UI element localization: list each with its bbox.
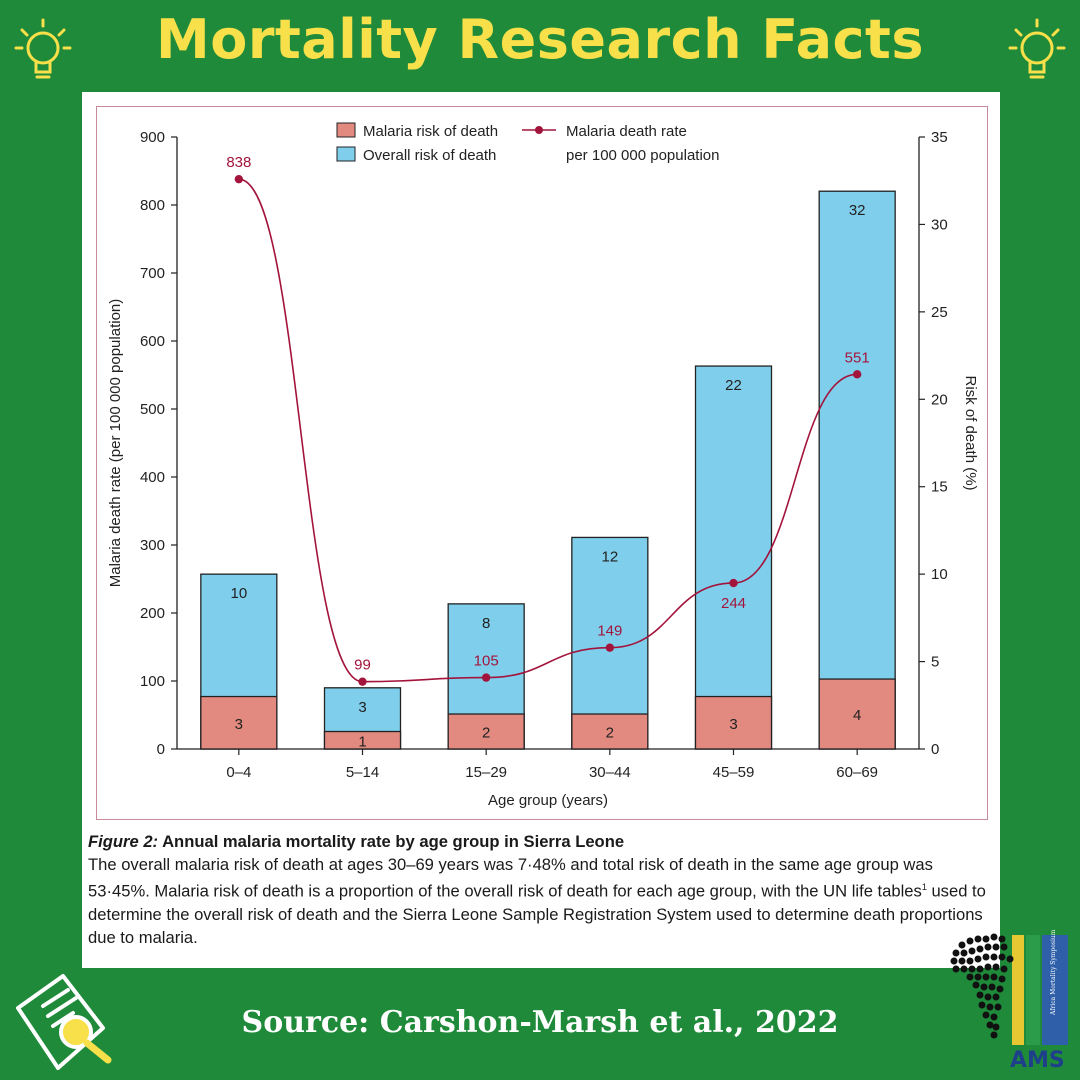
left-tick-label: 100	[140, 673, 165, 690]
caption-superscript: 1	[921, 882, 927, 892]
malaria-risk-bar	[447, 713, 525, 750]
page-title: Mortality Research Facts	[156, 8, 924, 71]
death-rate-point	[729, 578, 738, 588]
right-tick-label: 25	[931, 304, 948, 321]
overall-risk-label: 12	[601, 548, 618, 565]
death-rate-label: 551	[845, 349, 870, 366]
malaria-risk-label: 3	[729, 716, 737, 733]
left-tick-label: 800	[140, 197, 165, 214]
death-rate-point	[358, 677, 367, 686]
death-rate-label: 244	[721, 595, 746, 612]
document-search-icon	[16, 974, 112, 1070]
right-tick-label: 5	[931, 654, 939, 671]
death-rate-label: 105	[474, 653, 499, 670]
overall-risk-label: 8	[482, 615, 490, 632]
overall-risk-bar	[694, 365, 773, 750]
left-tick-label: 0	[157, 741, 165, 758]
x-tick-label: 60–69	[836, 764, 878, 781]
death-rate-label: 99	[354, 657, 371, 674]
overall-risk-label: 3	[358, 699, 366, 716]
caption-text-2: used to determine the overall risk of de…	[88, 881, 986, 947]
death-rate-point	[234, 174, 244, 184]
x-tick-label: 5–14	[346, 764, 379, 781]
lightbulb-icon	[1008, 18, 1066, 79]
left-tick-label: 600	[140, 333, 165, 350]
left-tick-label: 300	[140, 537, 165, 554]
malaria-risk-label: 4	[853, 707, 861, 724]
legend-swatch-malaria	[336, 122, 356, 138]
overall-risk-label: 22	[725, 377, 742, 394]
source-citation: Source: Carshon-Marsh et al., 2022	[241, 1005, 839, 1040]
figure-label: Figure 2:	[88, 832, 159, 851]
malaria-risk-label: 1	[358, 733, 366, 750]
malaria-risk-bar	[818, 678, 896, 750]
legend-label-overall: Overall risk of death	[363, 147, 496, 164]
right-tick-label: 30	[931, 216, 948, 233]
right-tick-label: 0	[931, 741, 939, 758]
x-tick-label: 0–4	[226, 764, 251, 781]
malaria-risk-bar	[694, 695, 773, 750]
overall-risk-label: 10	[230, 585, 247, 602]
malaria-risk-bar	[571, 713, 649, 750]
right-tick-label: 20	[931, 391, 948, 408]
death-rate-point	[605, 643, 615, 652]
left-axis-label: Malaria death rate (per 100 000 populati…	[107, 299, 124, 588]
figure-card: 0 100 200 300 400 500 600 700 800 900 0 5 10 15 20 25 30…	[82, 92, 1000, 968]
legend-swatch-overall	[336, 146, 356, 162]
death-rate-line	[238, 178, 858, 683]
malaria-mortality-chart: 0100200300400500600700800900051015202530…	[107, 122, 979, 809]
death-rate-label: 149	[597, 623, 622, 640]
x-tick-label: 45–59	[713, 764, 755, 781]
death-rate-label: 838	[226, 154, 251, 171]
legend-label-malaria: Malaria risk of death	[363, 123, 498, 140]
x-axis-label: Age group (years)	[488, 792, 608, 809]
overall-risk-label: 32	[849, 202, 866, 219]
right-tick-label: 10	[931, 566, 948, 583]
death-rate-point	[481, 673, 491, 682]
malaria-risk-label: 3	[235, 716, 243, 733]
right-tick-label: 15	[931, 479, 948, 496]
malaria-risk-label: 2	[606, 725, 614, 742]
left-tick-label: 400	[140, 469, 165, 486]
legend-label-death-rate-2: per 100 000 population	[566, 147, 719, 164]
left-tick-label: 900	[140, 129, 165, 146]
caption-text: The overall malaria risk of death at age…	[88, 855, 933, 901]
left-tick-label: 200	[140, 605, 165, 622]
africa-mortality-symposium-logo: Africa Mortality Symposium AMS	[950, 929, 1068, 1073]
right-tick-label: 35	[931, 129, 948, 146]
x-tick-label: 30–44	[589, 764, 631, 781]
x-tick-label: 15–29	[465, 764, 507, 781]
logo-caption: Africa Mortality Symposium	[1050, 929, 1057, 1016]
right-axis-label: Risk of death (%)	[962, 375, 979, 490]
legend-marker-death-rate	[535, 126, 543, 134]
death-rate-point	[852, 370, 862, 379]
figure-title: Annual malaria mortality rate by age gro…	[158, 832, 625, 851]
malaria-risk-label: 2	[482, 725, 490, 742]
figure-caption: Figure 2: Annual malaria mortality rate …	[88, 830, 988, 949]
logo-text: AMS	[1010, 1048, 1065, 1073]
lightbulb-icon	[14, 18, 72, 79]
left-tick-label: 500	[140, 401, 165, 418]
overall-risk-bar	[818, 190, 896, 750]
legend-label-death-rate-1: Malaria death rate	[566, 123, 687, 140]
left-tick-label: 700	[140, 265, 165, 282]
chart-frame	[96, 106, 988, 820]
